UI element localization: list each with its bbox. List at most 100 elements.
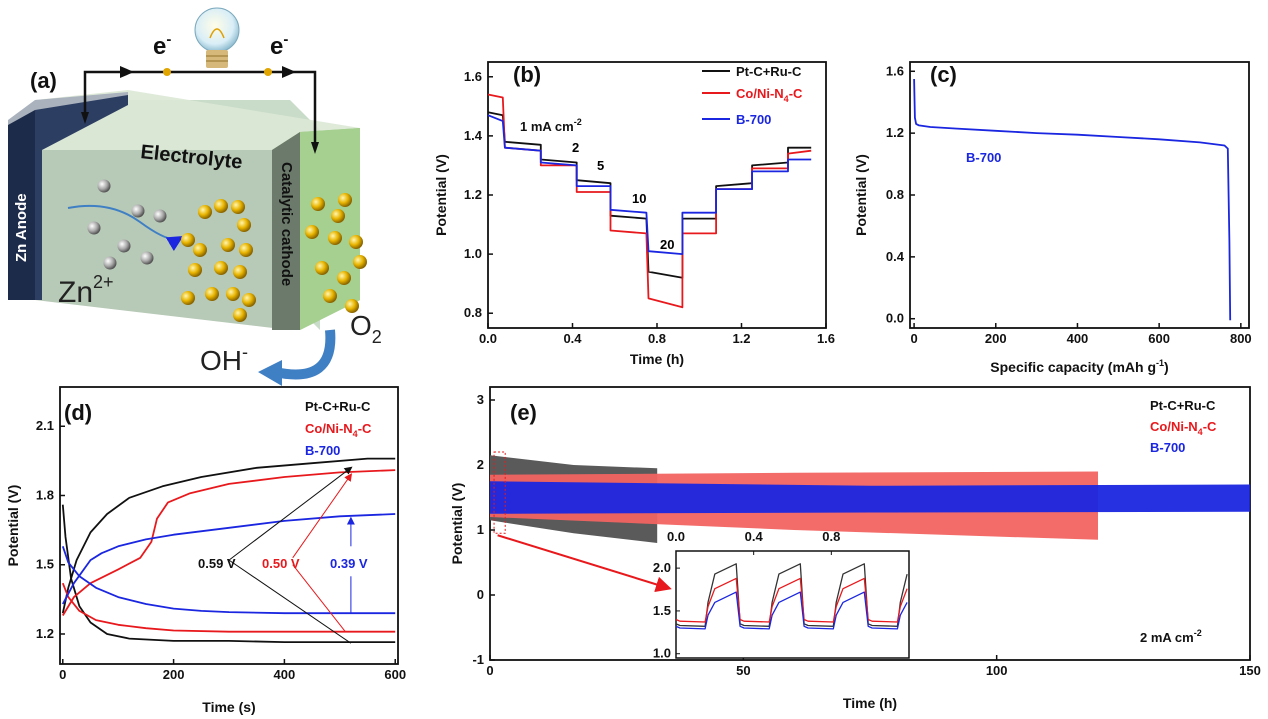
zn-ion-particle	[117, 239, 131, 253]
x-axis-label: Time (h)	[630, 351, 684, 367]
y-tick-label: 0.8	[886, 187, 904, 202]
zn-anode-plate	[8, 110, 35, 300]
oxygen-particle	[349, 235, 363, 249]
gap-arrow-co	[292, 473, 353, 559]
y-tick-label: 0.8	[464, 305, 482, 320]
oxygen-particle	[198, 205, 212, 219]
series-line-ptcruccharge	[61, 457, 396, 614]
y-tick-label: 2.1	[36, 418, 54, 433]
oxygen-particle	[193, 243, 207, 257]
inset-chart: 0.0 0.4 0.8 1.0 1.5 2.0	[653, 529, 910, 661]
inset-y-tick-label: 2.0	[653, 560, 671, 575]
oxygen-particle	[311, 197, 325, 211]
x-tick-label: 0.0	[479, 331, 497, 346]
x-tick-label: 0	[486, 663, 493, 678]
x-tick-label: 0	[910, 331, 917, 346]
zoom-region-box	[493, 451, 506, 534]
y-tick-label: 0	[477, 587, 484, 602]
oxygen-particle	[181, 291, 195, 305]
lightbulb-icon	[194, 7, 240, 68]
oxygen-particle	[328, 231, 342, 245]
oxygen-particle	[338, 193, 352, 207]
zn-ion-particle	[103, 256, 117, 270]
oxygen-particle	[237, 218, 251, 232]
inset-series-b700	[675, 591, 908, 630]
inset-frame	[675, 550, 910, 659]
panel-a-label: (a)	[30, 68, 57, 93]
annotation-gap-co: 0.50 V	[262, 556, 300, 571]
annotation-5: 5	[597, 158, 604, 173]
oxygen-particle	[226, 287, 240, 301]
series-line-conin4ccharge	[62, 469, 396, 616]
panel-a-schematic: (a) e- e- Electrolyte Zn Anode Catalytic…	[8, 7, 382, 386]
x-tick-label: 50	[736, 663, 750, 678]
y-tick-label: 0.0	[886, 311, 904, 326]
inset-x-tick-label: 0.8	[822, 529, 840, 544]
oh-label: OH-	[200, 342, 248, 376]
legend-entry: Pt-C+Ru-C	[736, 64, 802, 79]
electron-label-left: e-	[153, 31, 171, 60]
x-tick-label: 600	[1148, 331, 1170, 346]
x-tick-label: 400	[274, 667, 296, 682]
panel-e-label: (e)	[510, 400, 537, 425]
legend-entry: Co/Ni-N4-C	[736, 86, 803, 104]
chart-b: 0.0 0.4 0.8 1.2 1.6 0.8 1.0 1.2 1.4 1.6 Time (h) Po…	[433, 61, 835, 367]
electron-label-right: e-	[270, 31, 288, 60]
y-tick-label: 1.2	[886, 125, 904, 140]
catalytic-cathode-label: Catalytic cathode	[278, 162, 295, 286]
zn-ion-particle	[97, 179, 111, 193]
charts-layer: 0.0 0.4 0.8 1.2 1.6 0.8 1.0 1.2 1.4 1.6 Time (h) Po…	[5, 61, 1261, 715]
legend-entry: B-700	[736, 112, 771, 127]
electron-dot	[163, 68, 171, 76]
panel-c-label: (c)	[930, 62, 957, 87]
y-tick-label: 1.8	[36, 487, 54, 502]
inset-x-tick-label: 0.4	[745, 529, 764, 544]
oxygen-particle	[214, 199, 228, 213]
y-tick-label: 1.6	[886, 63, 904, 78]
x-tick-label: 100	[986, 663, 1008, 678]
inset-y-tick-label: 1.0	[653, 646, 671, 661]
electron-dot	[264, 68, 272, 76]
electrolyte-particles	[87, 179, 367, 322]
oxygen-particle	[188, 263, 202, 277]
panel-b-label: (b)	[513, 62, 541, 87]
y-tick-label: 1.2	[464, 187, 482, 202]
x-tick-label: 150	[1239, 663, 1261, 678]
circuit-wire	[83, 70, 317, 150]
zn-ion-particle	[131, 204, 145, 218]
current-arrow-left	[120, 66, 134, 78]
chart-c: 0 200 400 600 800 0.0 0.4 0.8 1.2 1.6 Specific cap…	[853, 61, 1252, 375]
cathode-edge	[272, 132, 300, 330]
oxygen-particle	[331, 209, 345, 223]
y-tick-label: 0.4	[886, 249, 905, 264]
x-tick-label: 0	[59, 667, 66, 682]
oxygen-particle	[337, 271, 351, 285]
y-tick-label: 1.2	[36, 626, 54, 641]
oxygen-particle	[214, 261, 228, 275]
y-axis-label: Potential (V)	[853, 154, 869, 236]
oxygen-particle	[323, 289, 337, 303]
y-tick-label: -1	[472, 652, 484, 667]
y-tick-label: 1.6	[464, 69, 482, 84]
zn-ion-particle	[153, 209, 167, 223]
gap-arrow-pt	[228, 466, 353, 561]
oxygen-particle	[231, 200, 245, 214]
annotation-current-density: 1 mA cm-2	[520, 117, 582, 134]
series-line-ptcrucdischarge	[61, 504, 396, 643]
legend-entry: B-700	[305, 443, 340, 458]
series-line-ptcruc	[487, 111, 812, 279]
chart-d: 0 200 400 600 1.2 1.5 1.8 2.1 Time (s) Potential …	[5, 386, 406, 715]
y-axis-label: Potential (V)	[433, 154, 449, 236]
zn-ion-particle	[140, 251, 154, 265]
x-tick-label: 0.4	[563, 331, 582, 346]
oxygen-particle	[242, 293, 256, 307]
zn-ion-label: Zn2+	[58, 272, 114, 309]
legend-entry: B-700	[1150, 440, 1185, 455]
oxygen-particle	[239, 243, 253, 257]
inset-series-pt	[675, 563, 908, 627]
x-tick-label: 200	[985, 331, 1007, 346]
oxygen-particle	[205, 287, 219, 301]
y-axis-label: Potential (V)	[5, 485, 21, 567]
o2-label: O2	[350, 310, 382, 347]
plot-frame	[909, 61, 1250, 329]
